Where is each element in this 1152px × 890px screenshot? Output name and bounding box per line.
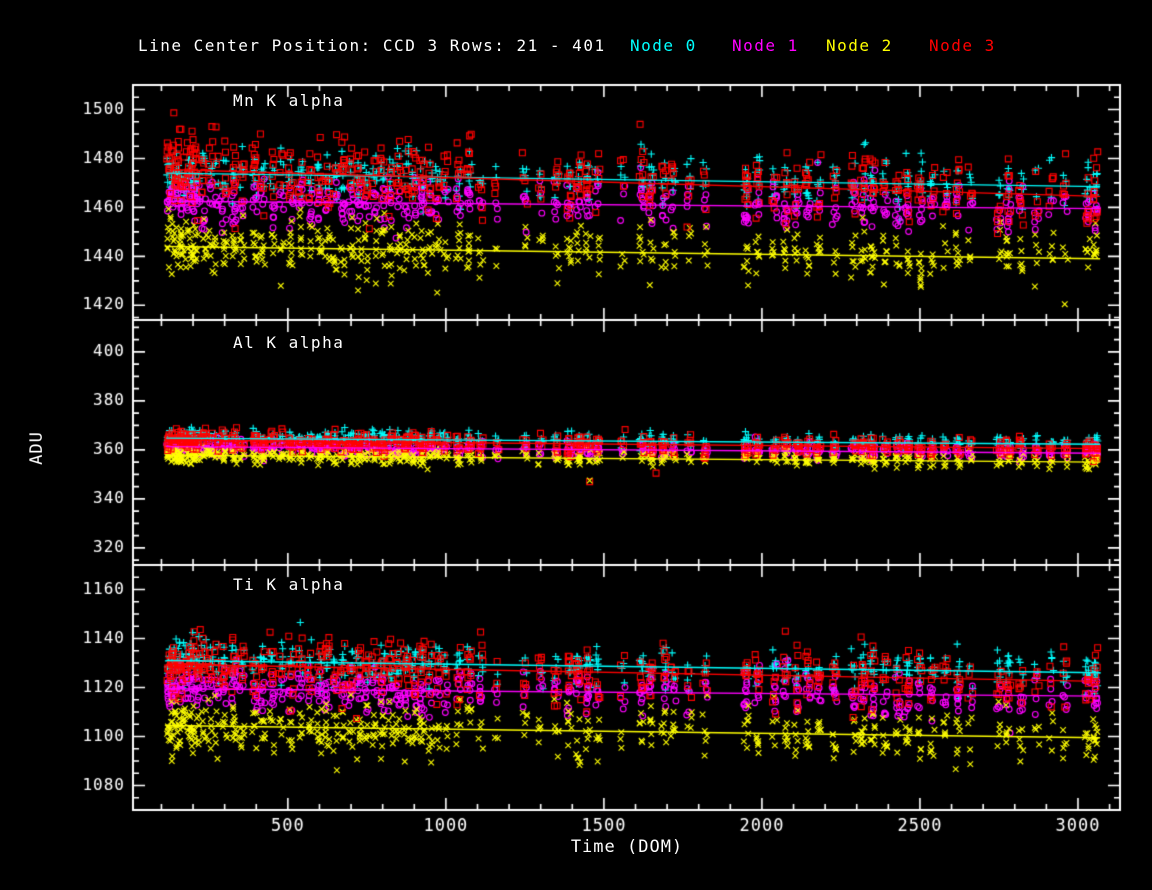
legend-node-0: Node 0 (630, 36, 697, 55)
panel-title-mn-k-alpha: Mn K alpha (233, 91, 344, 110)
legend-node-1: Node 1 (732, 36, 799, 55)
panel-title-ti-k-alpha: Ti K alpha (233, 575, 344, 594)
y-axis-label: ADU (27, 431, 47, 465)
figure: Line Center Position: CCD 3 Rows: 21 - 4… (0, 0, 1152, 890)
plot-canvas (0, 0, 1152, 890)
chart-title: Line Center Position: CCD 3 Rows: 21 - 4… (138, 36, 606, 55)
legend-node-3: Node 3 (929, 36, 996, 55)
x-axis-label: Time (DOM) (527, 837, 727, 857)
legend-node-2: Node 2 (826, 36, 893, 55)
panel-title-al-k-alpha: Al K alpha (233, 333, 344, 352)
